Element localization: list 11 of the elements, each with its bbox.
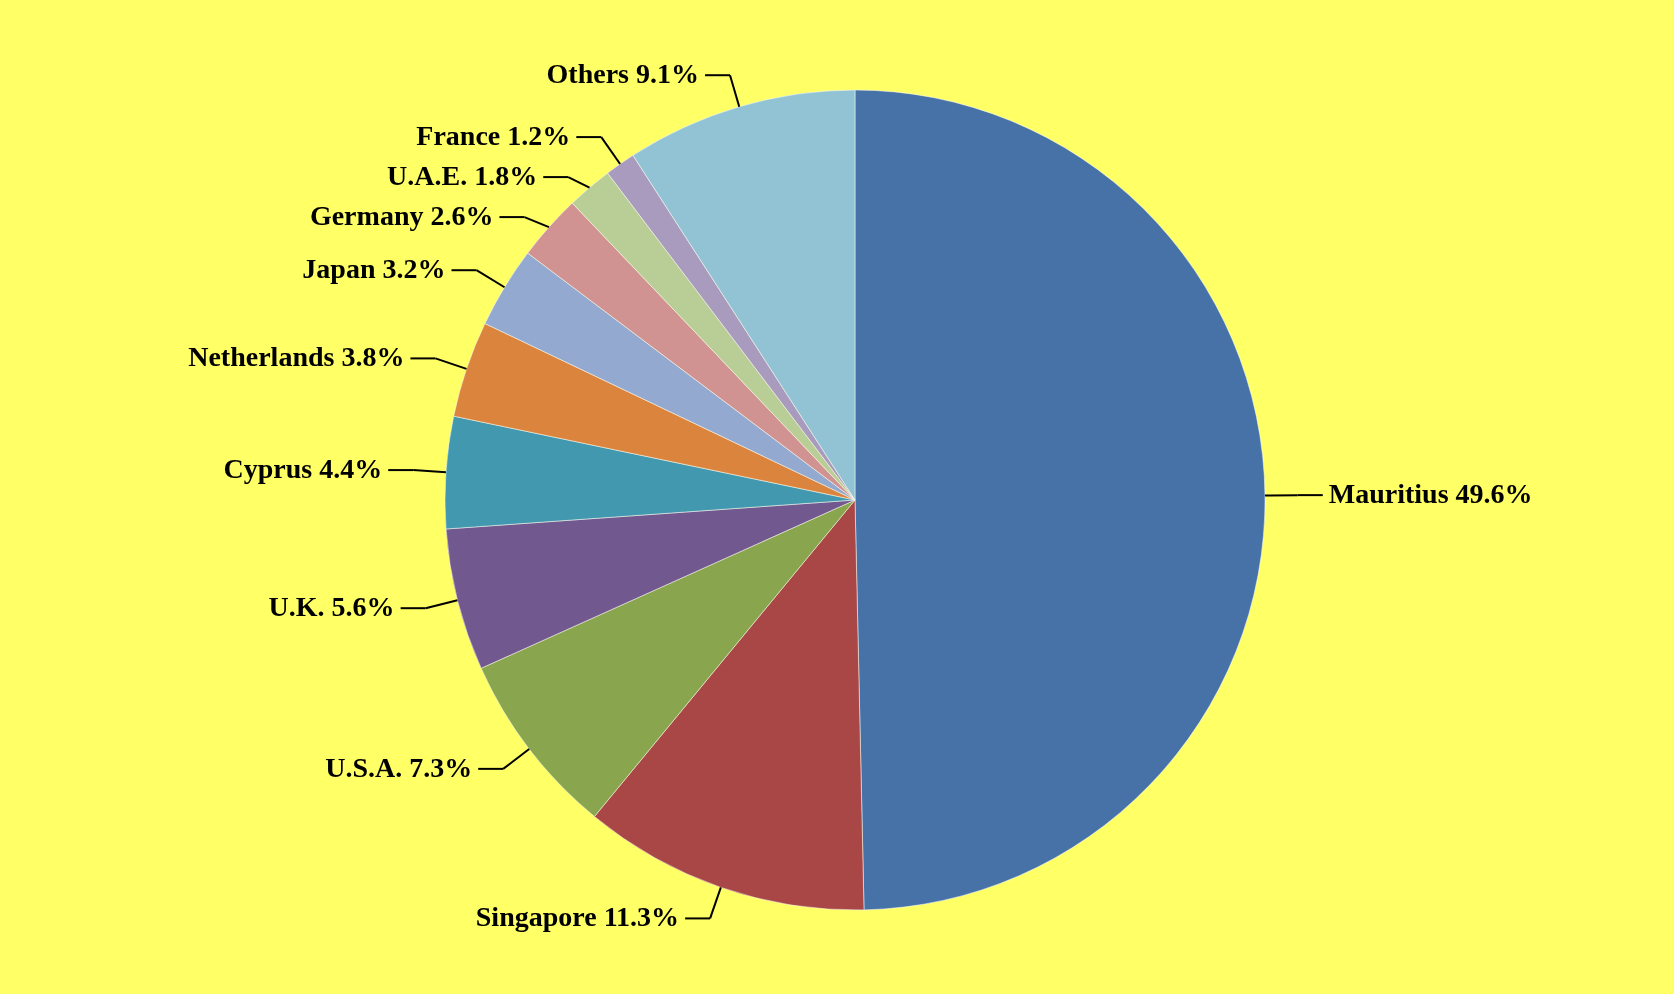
slice-label: U.S.A. 7.3%	[325, 751, 473, 783]
slice-label: Others 9.1%	[546, 58, 700, 90]
slice-label: Cyprus 4.4%	[223, 453, 383, 485]
slice-label: Singapore 11.3%	[475, 901, 680, 933]
slice-label: Mauritius 49.6%	[1328, 478, 1533, 510]
slice-label: France 1.2%	[416, 120, 571, 152]
slice-label: Netherlands 3.8%	[188, 341, 405, 373]
slice-label: U.K. 5.6%	[268, 591, 395, 623]
slice-label: Japan 3.2%	[302, 253, 446, 285]
slice-label: U.A.E. 1.8%	[387, 160, 538, 192]
slice-label: Germany 2.6%	[309, 200, 494, 232]
